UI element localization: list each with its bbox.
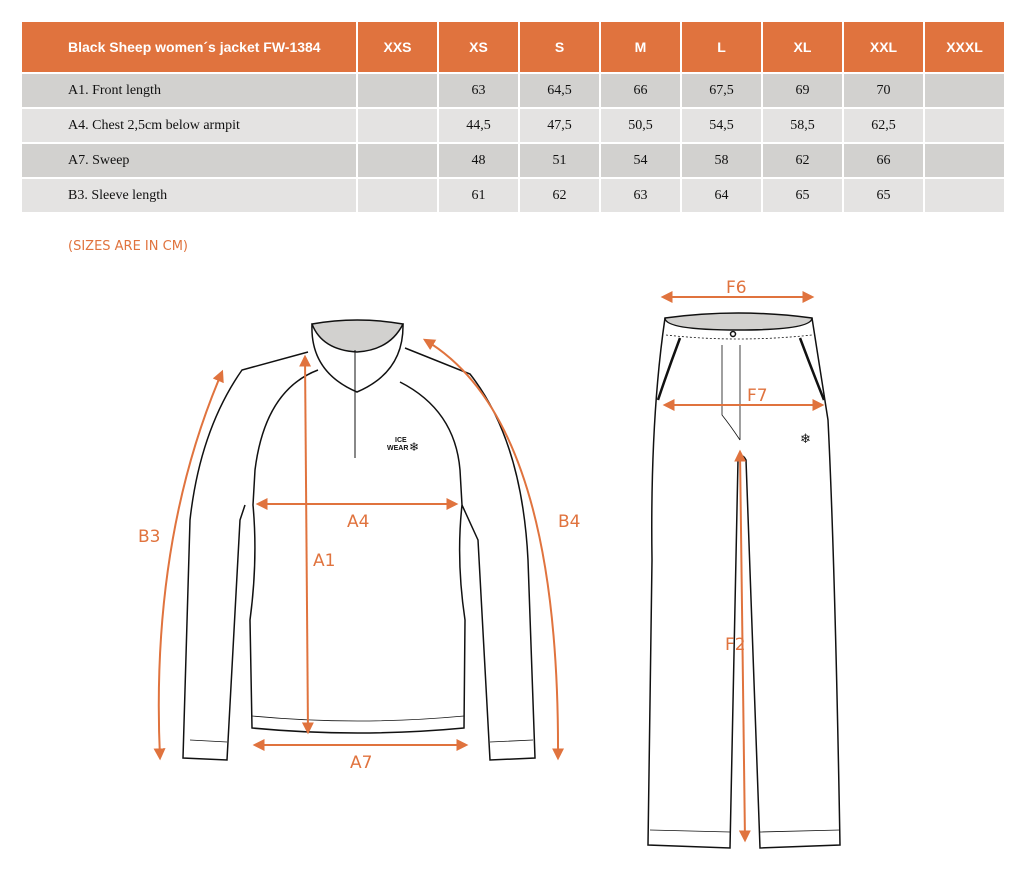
label-f6: F6 xyxy=(726,278,747,298)
size-value: 63 xyxy=(601,179,680,212)
size-header: S xyxy=(520,22,599,72)
size-chart-table: Black Sheep women´s jacket FW-1384 XXS X… xyxy=(20,20,1006,214)
size-value xyxy=(925,179,1004,212)
size-value xyxy=(925,144,1004,177)
size-value: 65 xyxy=(763,179,842,212)
size-header: L xyxy=(682,22,761,72)
size-value xyxy=(358,144,437,177)
size-value: 64 xyxy=(682,179,761,212)
table-row: B3. Sleeve length 61 62 63 64 65 65 xyxy=(22,179,1004,212)
size-value xyxy=(358,109,437,142)
size-value: 48 xyxy=(439,144,518,177)
table-row: A4. Chest 2,5cm below armpit 44,5 47,5 50,5… xyxy=(22,109,1004,142)
svg-text:WEAR: WEAR xyxy=(387,445,408,452)
snowflake-icon: ❄ xyxy=(409,440,419,454)
table-row: A1. Front length 63 64,5 66 67,5 69 70 xyxy=(22,74,1004,107)
size-header: XL xyxy=(763,22,842,72)
label-a7: A7 xyxy=(350,753,372,773)
size-header: XXXL xyxy=(925,22,1004,72)
svg-text:ICE: ICE xyxy=(395,437,407,444)
size-value: 51 xyxy=(520,144,599,177)
header-row: Black Sheep women´s jacket FW-1384 XXS X… xyxy=(22,22,1004,72)
table-row: A7. Sweep 48 51 54 58 62 66 xyxy=(22,144,1004,177)
size-value: 67,5 xyxy=(682,74,761,107)
size-value: 66 xyxy=(844,144,923,177)
size-header: XXL xyxy=(844,22,923,72)
size-header: XS xyxy=(439,22,518,72)
size-value: 58 xyxy=(682,144,761,177)
size-value: 62,5 xyxy=(844,109,923,142)
size-value: 61 xyxy=(439,179,518,212)
measurement-label: A4. Chest 2,5cm below armpit xyxy=(22,109,356,142)
size-header: M xyxy=(601,22,680,72)
snowflake-icon: ❄ xyxy=(800,431,811,446)
size-value xyxy=(358,179,437,212)
size-value: 66 xyxy=(601,74,680,107)
label-f2: F2 xyxy=(725,635,746,655)
size-value xyxy=(358,74,437,107)
label-b4: B4 xyxy=(558,512,580,532)
size-value xyxy=(925,74,1004,107)
label-b3: B3 xyxy=(138,527,160,547)
jacket-drawing xyxy=(182,319,536,761)
size-value: 44,5 xyxy=(439,109,518,142)
size-value: 62 xyxy=(520,179,599,212)
size-value: 54,5 xyxy=(682,109,761,142)
size-value xyxy=(925,109,1004,142)
size-value: 58,5 xyxy=(763,109,842,142)
label-a1: A1 xyxy=(313,551,335,571)
measurement-label: A7. Sweep xyxy=(22,144,356,177)
measurement-label: B3. Sleeve length xyxy=(22,179,356,212)
size-value: 63 xyxy=(439,74,518,107)
ice-wear-logo: ICE WEAR ❄ xyxy=(387,437,419,454)
size-value: 65 xyxy=(844,179,923,212)
table-title: Black Sheep women´s jacket FW-1384 xyxy=(22,22,356,72)
size-value: 70 xyxy=(844,74,923,107)
units-note: (SIZES ARE IN CM) xyxy=(68,239,188,254)
measurement-label: A1. Front length xyxy=(22,74,356,107)
size-value: 50,5 xyxy=(601,109,680,142)
size-value: 64,5 xyxy=(520,74,599,107)
size-value: 62 xyxy=(763,144,842,177)
size-value: 69 xyxy=(763,74,842,107)
size-value: 47,5 xyxy=(520,109,599,142)
measurement-arrows xyxy=(153,291,825,843)
size-value: 54 xyxy=(601,144,680,177)
label-a4: A4 xyxy=(347,512,369,532)
label-f7: F7 xyxy=(747,386,768,406)
size-header: XXS xyxy=(358,22,437,72)
